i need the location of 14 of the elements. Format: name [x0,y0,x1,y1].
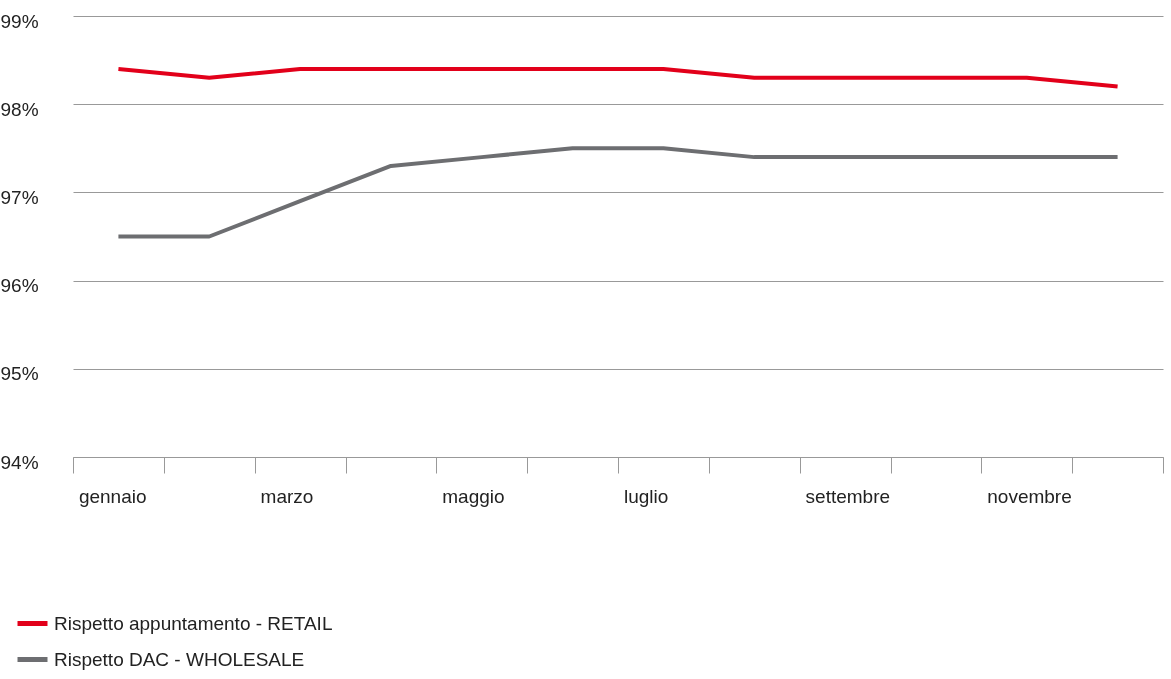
x-tick-label: gennaio [78,485,147,507]
y-tick-label: 98% [0,98,39,120]
legend-label: Rispetto appuntamento - RETAIL [54,612,333,634]
y-tick-label: 99% [0,10,39,32]
x-tick-label: maggio [442,485,505,507]
y-tick-label: 95% [0,363,39,385]
x-tick-label: marzo [260,485,314,507]
y-tick-label: 97% [0,186,39,208]
x-tick-label: novembre [987,485,1072,507]
y-tick-label: 96% [0,275,39,297]
x-tick-label: settembre [805,485,891,507]
x-tick-label: luglio [623,485,669,507]
y-tick-label: 94% [0,451,39,473]
legend-label: Rispetto DAC - WHOLESALE [54,648,305,670]
